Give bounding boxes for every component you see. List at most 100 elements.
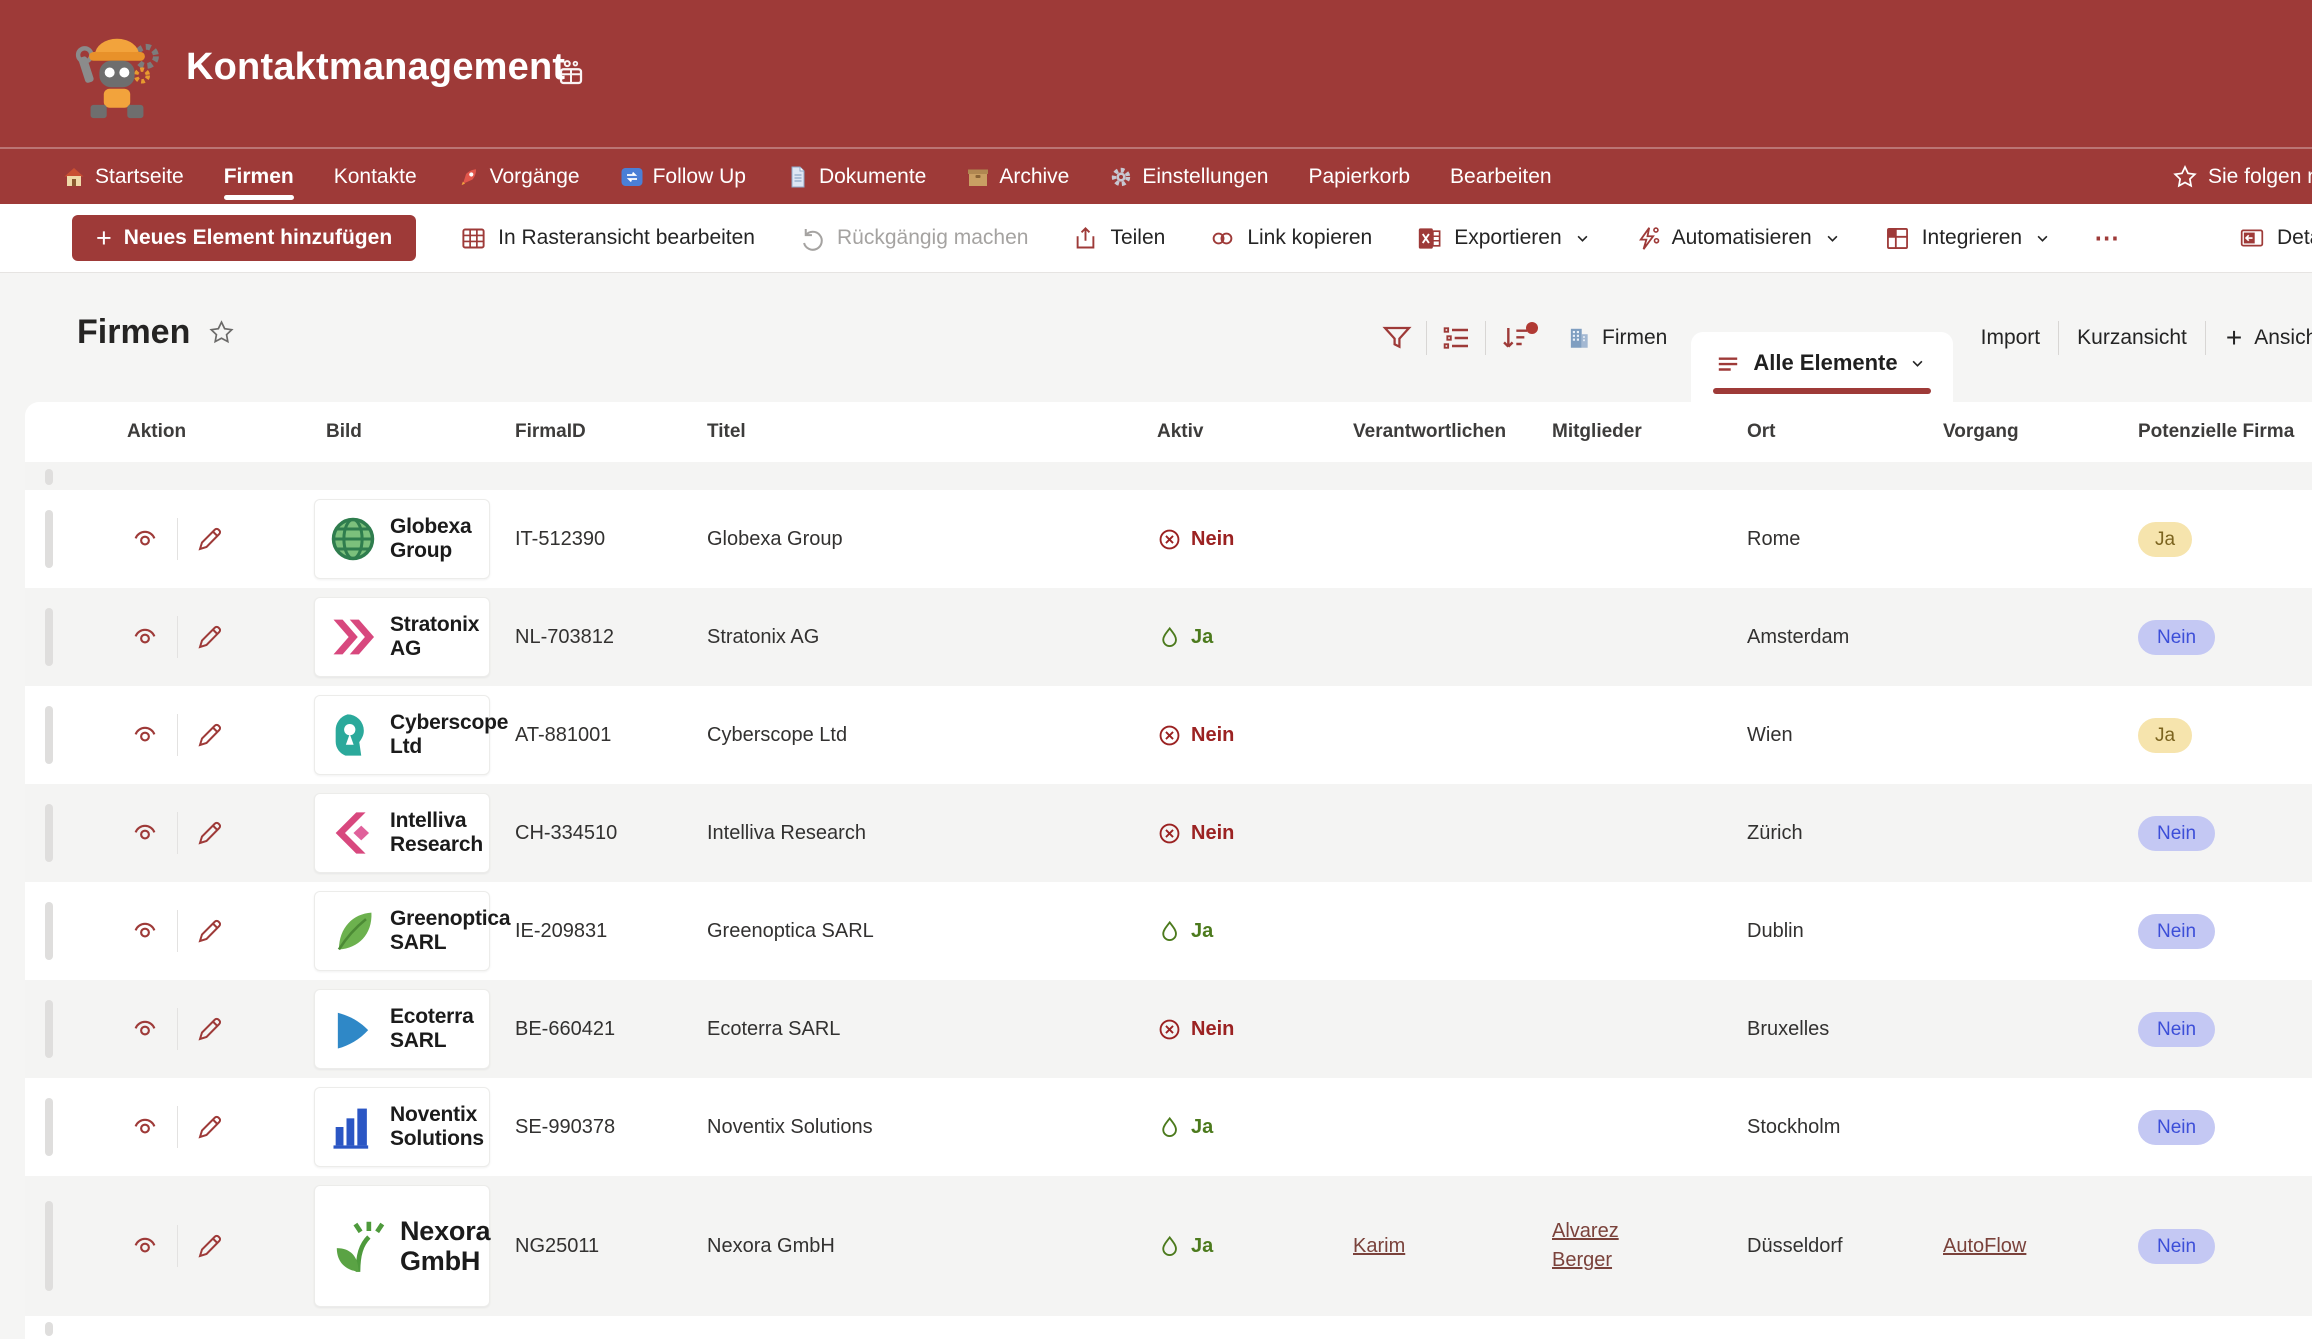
nav-item-vorgaenge[interactable]: Vorgänge xyxy=(457,149,580,204)
company-logo-noventix[interactable]: Noventix Solutions xyxy=(314,1087,490,1167)
integrate-button[interactable]: Integrieren xyxy=(1884,225,2050,252)
company-logo-ecoterra[interactable]: Ecoterra SARL xyxy=(314,989,490,1069)
preview-eye-button[interactable] xyxy=(127,815,163,851)
follow-button[interactable]: Sie folgen n xyxy=(2172,149,2312,204)
preview-eye-button[interactable] xyxy=(127,1109,163,1145)
excel-export-icon xyxy=(1419,227,1441,249)
table-row[interactable]: Nexora GmbH NG25011 Nexora GmbH Ja Karim… xyxy=(25,1176,2312,1316)
import-button[interactable]: Import xyxy=(1980,325,2041,349)
ort-value: Wien xyxy=(1747,723,1793,746)
column-header-verantwortlichen[interactable]: Verantwortlichen xyxy=(1353,421,1507,442)
new-item-button[interactable]: + Neues Element hinzufügen xyxy=(72,215,417,261)
nav-item-papierkorb[interactable]: Papierkorb xyxy=(1308,149,1410,204)
view-tab-alle-elemente[interactable]: Alle Elemente xyxy=(1691,332,1953,402)
nav-item-einstellungen[interactable]: Einstellungen xyxy=(1109,149,1268,204)
nav-item-archive[interactable]: Archive xyxy=(966,149,1069,204)
company-logo-intelliva[interactable]: Intelliva Research xyxy=(314,793,490,873)
edit-pencil-button[interactable] xyxy=(192,1011,228,1047)
edit-pencil-button[interactable] xyxy=(192,913,228,949)
company-logo-nexora[interactable]: Nexora GmbH xyxy=(314,1185,491,1307)
row-drag-handle[interactable] xyxy=(45,1000,53,1058)
share-button[interactable]: Teilen xyxy=(1072,225,1165,252)
head-keyhole-logo-icon xyxy=(335,714,364,756)
add-view-button[interactable]: + Ansicht hinzu xyxy=(2226,322,2312,354)
titel-value: Globexa Group xyxy=(707,527,843,550)
automate-button[interactable]: Automatisieren xyxy=(1634,225,1840,252)
preview-eye-button[interactable] xyxy=(127,619,163,655)
row-drag-handle[interactable] xyxy=(45,804,53,862)
column-header-ort[interactable]: Ort xyxy=(1747,421,1776,442)
edit-pencil-button[interactable] xyxy=(192,815,228,851)
chevron-down-icon xyxy=(1575,231,1590,246)
divider xyxy=(177,1106,178,1148)
preview-eye-button[interactable] xyxy=(127,1228,163,1264)
sort-notification-dot xyxy=(1526,321,1538,334)
row-drag-handle[interactable] xyxy=(45,1201,53,1291)
sort-icon[interactable] xyxy=(1499,322,1531,354)
export-button[interactable]: Exportieren xyxy=(1416,225,1589,252)
more-commands-button[interactable]: ⋯ xyxy=(2094,224,2122,252)
row-drag-handle[interactable] xyxy=(45,510,53,568)
column-header-aktiv[interactable]: Aktiv xyxy=(1157,421,1204,442)
firmaid-value: SE-990378 xyxy=(515,1115,616,1138)
column-header-aktion[interactable]: Aktion xyxy=(127,421,187,442)
table-row[interactable]: Ecoterra SARL BE-660421 Ecoterra SARL Ne… xyxy=(25,980,2312,1078)
outline-view-icon[interactable] xyxy=(1440,322,1472,354)
column-header-vorgang[interactable]: Vorgang xyxy=(1943,421,2019,442)
firmaid-value: AT-881001 xyxy=(515,723,612,746)
details-pane-button[interactable]: Deta xyxy=(2238,225,2312,251)
filter-icon[interactable] xyxy=(1381,322,1413,354)
column-header-titel[interactable]: Titel xyxy=(707,421,746,442)
company-logo-globexa[interactable]: Globexa Group xyxy=(314,499,490,579)
company-logo-stratonix[interactable]: Stratonix AG xyxy=(314,597,490,677)
nav-item-firmen[interactable]: Firmen xyxy=(223,149,294,204)
preview-eye-button[interactable] xyxy=(127,521,163,557)
undo-button[interactable]: Rückgängig machen xyxy=(799,225,1028,252)
row-drag-handle[interactable] xyxy=(45,608,53,666)
row-drag-handle[interactable] xyxy=(45,469,53,485)
table-row[interactable]: Globexa Group IT-512390 Globexa Group Ne… xyxy=(25,490,2312,588)
nav-item-dokumente[interactable]: Dokumente xyxy=(786,149,926,204)
company-logo-greenoptica[interactable]: Greenoptica SARL xyxy=(314,891,511,971)
column-header-bild[interactable]: Bild xyxy=(326,421,362,442)
table-row[interactable]: Intelliva Research CH-334510 Intelliva R… xyxy=(25,784,2312,882)
edit-pencil-button[interactable] xyxy=(192,619,228,655)
grid-edit-button[interactable]: In Rasteransicht bearbeiten xyxy=(460,225,755,252)
preview-eye-button[interactable] xyxy=(127,1011,163,1047)
verantwortlichen-link[interactable]: Karim xyxy=(1353,1234,1406,1257)
edit-pencil-button[interactable] xyxy=(192,1228,228,1264)
row-drag-handle[interactable] xyxy=(45,706,53,764)
row-drag-handle[interactable] xyxy=(45,1098,53,1156)
entity-switcher-firmen[interactable]: Firmen xyxy=(1566,325,1667,351)
table-row[interactable]: Stratonix AG NL-703812 Stratonix AG Ja A… xyxy=(25,588,2312,686)
row-drag-handle[interactable] xyxy=(45,1322,53,1336)
table-row[interactable]: Cyberscope Ltd AT-881001 Cyberscope Ltd … xyxy=(25,686,2312,784)
favorite-star-icon[interactable] xyxy=(208,319,235,346)
row-drag-handle[interactable] xyxy=(45,902,53,960)
nav-item-startseite[interactable]: Startseite xyxy=(62,149,184,204)
company-logo-cyberscope[interactable]: Cyberscope Ltd xyxy=(314,695,508,775)
circle-x-icon xyxy=(1157,723,1182,748)
edit-pencil-button[interactable] xyxy=(192,521,228,557)
vorgang-link[interactable]: AutoFlow xyxy=(1943,1234,2027,1257)
firmaid-value: NL-703812 xyxy=(515,625,614,648)
column-header-firmaid[interactable]: FirmaID xyxy=(515,421,586,442)
double-chevron-logo-icon xyxy=(333,619,375,655)
nav-item-kontakte[interactable]: Kontakte xyxy=(334,149,417,204)
document-icon xyxy=(791,166,805,187)
undo-label: Rückgängig machen xyxy=(836,226,1029,249)
column-header-potenzielle-firma[interactable]: Potenzielle Firma xyxy=(2138,421,2295,442)
copy-link-button[interactable]: Link kopieren xyxy=(1209,225,1372,252)
edit-pencil-button[interactable] xyxy=(192,1109,228,1145)
preview-eye-button[interactable] xyxy=(127,717,163,753)
quick-view-button[interactable]: Kurzansicht xyxy=(2077,325,2187,349)
column-header-mitglieder[interactable]: Mitglieder xyxy=(1552,421,1642,442)
table-row[interactable]: Noventix Solutions SE-990378 Noventix So… xyxy=(25,1078,2312,1176)
table-row[interactable]: Greenoptica SARL IE-209831 Greenoptica S… xyxy=(25,882,2312,980)
mitglieder-link[interactable]: Alvarez Berger xyxy=(1552,1220,1619,1271)
undo-icon xyxy=(803,228,823,251)
edit-pencil-button[interactable] xyxy=(192,717,228,753)
nav-item-bearbeiten[interactable]: Bearbeiten xyxy=(1450,149,1552,204)
nav-item-follow-up[interactable]: Follow Up xyxy=(620,149,746,204)
preview-eye-button[interactable] xyxy=(127,913,163,949)
